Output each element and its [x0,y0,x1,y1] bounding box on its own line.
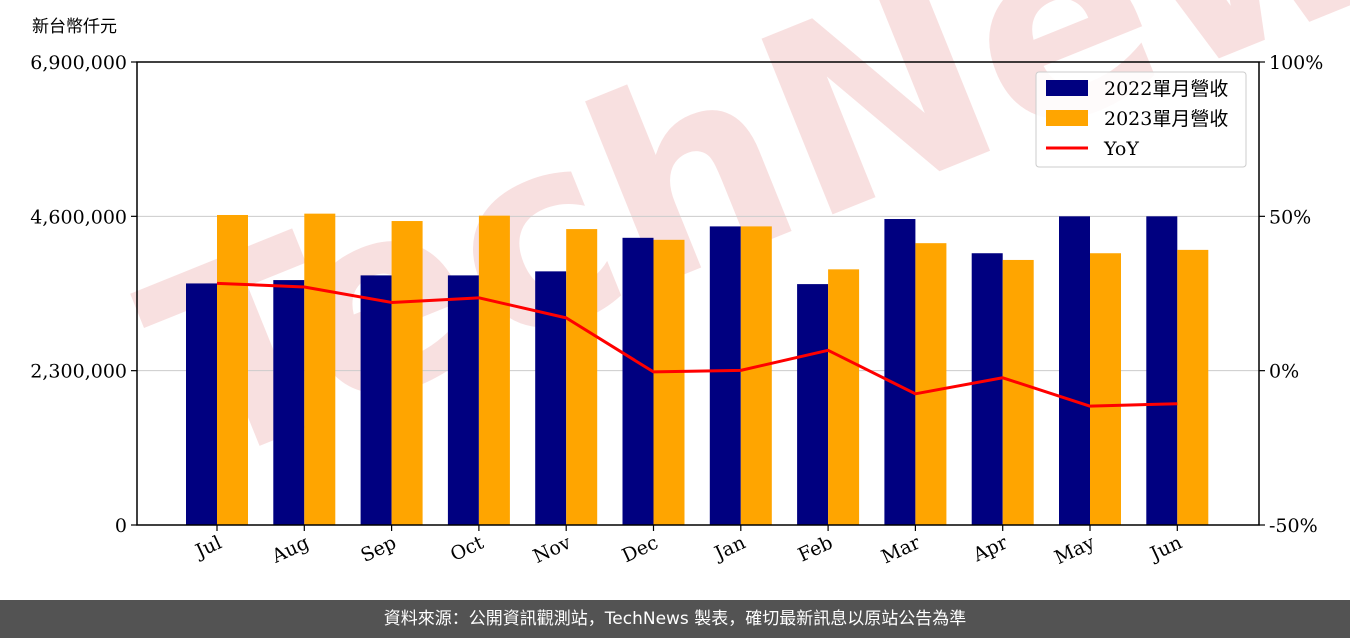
bar-2023-aug [304,213,336,525]
legend-box [1035,71,1247,168]
bar-2022-jul [186,283,217,525]
y-left-tick-label: 4,600,000 [30,206,127,228]
bar-2023-dec [653,239,685,525]
y-right-tick-label: 0% [1269,361,1299,383]
bar-2022-mar [884,219,916,525]
x-tick-label-apr: Apr [969,531,1012,567]
bar-2022-apr [971,253,1003,525]
y-left-tick-label: 0 [115,515,127,537]
y-left-tick-label: 2,300,000 [30,361,127,383]
revenue-chart: TechNews 02,300,0004,600,0006,900,000-50… [30,0,1350,569]
x-tick-label-dec: Dec [619,532,662,568]
bar-2022-dec [622,237,654,526]
bar-2023-oct [478,215,510,525]
y-left-tick-label: 6,900,000 [30,52,127,74]
yoy-line [216,281,1178,408]
bar-2022-sep [360,275,392,525]
bar-2023-jul [217,214,248,525]
bar-2023-nov [566,229,598,525]
x-tick-label-feb: Feb [795,532,837,567]
plot-frame [136,61,1260,526]
x-tick-label-sep: Sep [357,532,399,567]
x-tick-label-aug: Aug [268,532,313,568]
legend: 2022單月營收 2023單月營收 YoY [1035,71,1247,168]
x-tick-label-oct: Oct [447,531,487,565]
bar-2022-oct [447,275,479,525]
y-right-tick-label: -50% [1269,515,1318,537]
bar-2022-feb [797,284,829,525]
legend-swatch [1046,110,1088,126]
bar-2023-jan [740,226,772,525]
y-unit-label: 新台幣仟元 [32,17,117,37]
x-tick-label-jun: Jun [1145,532,1185,566]
bar-2023-apr [1002,259,1034,525]
bar-2022-jan [709,226,741,525]
x-tick-label-mar: Mar [878,531,924,568]
legend-label: 2022單月營收 [1104,78,1228,100]
legend-label: YoY [1103,138,1139,160]
bar-2022-may [1059,216,1090,526]
legend-label: 2023單月營收 [1104,108,1228,130]
bar-2022-jun [1146,216,1178,526]
bar-2023-may [1090,253,1121,525]
bars-group [186,213,1209,526]
bar-2023-sep [391,221,423,525]
y-right-tick-label: 100% [1269,52,1323,74]
bar-2022-nov [535,271,567,525]
bar-2023-feb [828,269,860,525]
x-tick-label-jul: Jul [190,532,225,564]
bar-2023-jun [1177,249,1209,525]
bar-2022-aug [273,280,305,525]
legend-swatch [1046,80,1088,96]
x-tick-label-may: May [1051,531,1098,569]
y-right-tick-label: 50% [1269,206,1311,228]
footer-source: 資料來源：公開資訊觀測站，TechNews 製表，確切最新訊息以原站公告為準 [0,600,1350,638]
x-tick-label-nov: Nov [530,531,575,567]
yoy-line-group [216,281,1178,408]
x-tick-label-jan: Jan [710,532,749,566]
bar-2023-mar [915,243,947,525]
